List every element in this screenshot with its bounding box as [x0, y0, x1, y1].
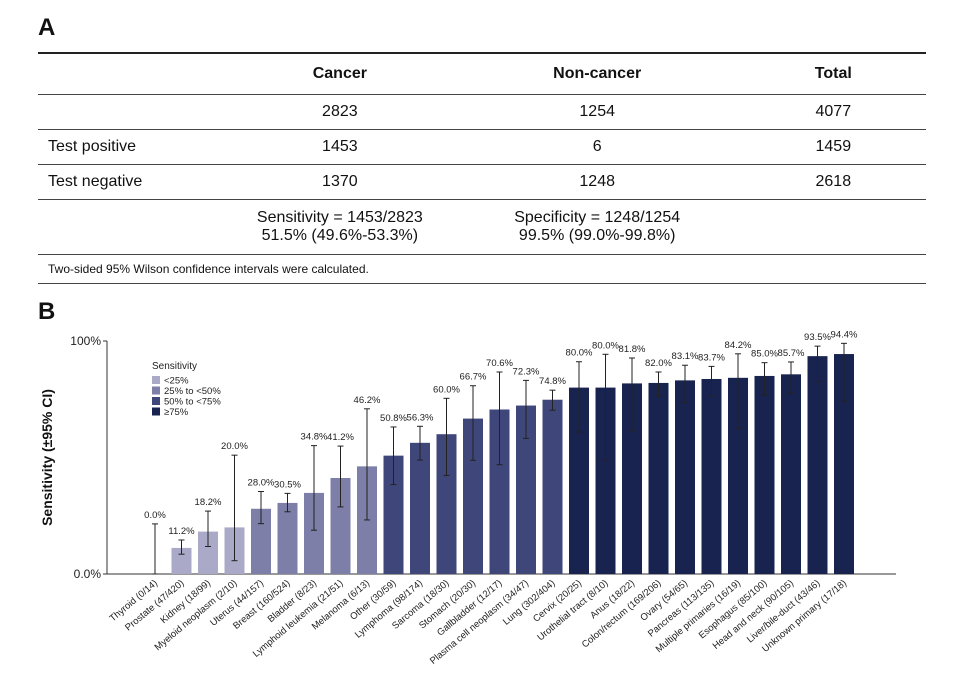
- bar: [834, 354, 854, 574]
- legend-label: ≥75%: [164, 407, 189, 418]
- bar-value-label: 70.6%: [486, 358, 513, 369]
- bar: [595, 387, 616, 574]
- table-row: Test positive 1453 6 1459: [38, 129, 926, 165]
- bar: [198, 531, 218, 574]
- bar-value-label: 85.0%: [751, 349, 778, 360]
- bar-value-label: 72.3%: [513, 366, 540, 377]
- sensitivity-bar-chart: 0.0% 100% Sensitivity (±95% CI) 0.0%Thyroi…: [39, 329, 896, 667]
- bar-value-label: 84.2%: [725, 340, 752, 351]
- bar: [171, 547, 192, 574]
- summary-table: Cancer Non-cancer Total 2823 1254 4077 T…: [38, 52, 926, 284]
- table-row: Test negative 1370 1248 2618: [38, 164, 926, 200]
- non-cancer-count: 6: [453, 129, 741, 165]
- bar: [330, 478, 351, 574]
- bar-value-label: 85.7%: [778, 348, 805, 359]
- cancer-count: 2823: [225, 94, 454, 130]
- bar-value-label: 28.0%: [248, 478, 275, 489]
- sensitivity-formula: Sensitivity = 1453/2823: [256, 208, 423, 226]
- bar-value-label: 81.8%: [619, 344, 646, 355]
- bar-value-label: 82.0%: [645, 358, 672, 369]
- legend-label: 25% to <50%: [164, 386, 221, 397]
- non-cancer-count: 1254: [453, 94, 741, 130]
- specificity-formula: Specificity = 1248/1254: [514, 208, 681, 226]
- bar: [251, 508, 271, 574]
- header-non-cancer: Non-cancer: [553, 65, 642, 82]
- bar-value-label: 66.7%: [460, 372, 487, 383]
- bar-value-label: 80.0%: [566, 348, 593, 359]
- specificity-value: 99.5% (99.0%-99.8%): [518, 227, 676, 244]
- bar-value-label: 60.0%: [433, 384, 460, 395]
- panel-b-letter: B: [38, 298, 56, 325]
- y-tick-label: 0.0%: [74, 567, 102, 581]
- panel-a-letter: A: [38, 14, 56, 41]
- bar: [277, 502, 298, 574]
- bar: [436, 434, 457, 574]
- row-label: Test positive: [38, 129, 226, 165]
- bar: [622, 383, 642, 574]
- bar-group: 83.1%Ovary (54/65): [638, 351, 699, 623]
- bar: [304, 492, 324, 574]
- header-total: Total: [814, 65, 852, 82]
- bar: [463, 418, 483, 574]
- bar: [754, 375, 775, 574]
- bar-value-label: 56.3%: [407, 412, 434, 423]
- sensitivity-value: 51.5% (49.6%-53.3%): [261, 227, 419, 244]
- bar: [489, 409, 510, 574]
- row-label: [38, 94, 226, 130]
- footnote-row: Two-sided 95% Wilson confidence interval…: [38, 254, 926, 284]
- header-empty: [38, 53, 226, 95]
- header-cancer: Cancer: [312, 65, 367, 82]
- bar-value-label: 41.2%: [327, 432, 354, 443]
- chart-bars: 0.0%Thyroid (0/14)11.2%Prostate (47/420)…: [108, 329, 858, 666]
- bar-value-label: 0.0%: [144, 510, 166, 521]
- legend-swatch: [152, 397, 160, 405]
- bar-value-label: 83.1%: [672, 351, 699, 362]
- total-count: 1459: [740, 129, 926, 165]
- bar: [516, 405, 536, 574]
- row-label: Test negative: [38, 164, 226, 200]
- y-tick-label: 100%: [70, 334, 101, 348]
- bar-value-label: 80.0%: [592, 340, 619, 351]
- non-cancer-count: 1248: [453, 164, 741, 200]
- specificity-cell: Specificity = 1248/1254 99.5% (99.0%-99.…: [453, 199, 741, 255]
- legend-swatch: [152, 407, 160, 416]
- sensitivity-cell: Sensitivity = 1453/2823 51.5% (49.6%-53.…: [225, 199, 454, 255]
- bar-value-label: 83.7%: [698, 352, 725, 363]
- bar: [410, 442, 430, 574]
- bar-value-label: 18.2%: [195, 497, 222, 508]
- bar: [807, 356, 828, 574]
- bar: [781, 374, 801, 574]
- legend-title: Sensitivity: [152, 361, 197, 372]
- bar-value-label: 11.2%: [168, 526, 195, 537]
- cancer-count: 1453: [225, 129, 454, 165]
- legend-swatch: [152, 386, 160, 395]
- bar: [542, 399, 563, 574]
- legend-label: <25%: [164, 376, 189, 387]
- footnote: Two-sided 95% Wilson confidence interval…: [38, 254, 926, 284]
- bar-value-label: 74.8%: [539, 376, 566, 387]
- bar-value-label: 46.2%: [354, 395, 381, 406]
- table-row: 2823 1254 4077: [38, 94, 926, 130]
- bar-value-label: 30.5%: [274, 479, 301, 490]
- chart-legend: Sensitivity <25%25% to <50%50% to <75%≥75…: [152, 361, 221, 418]
- bar-value-label: 94.4%: [831, 329, 858, 340]
- bar-value-label: 34.8%: [301, 432, 328, 443]
- total-count: 2618: [740, 164, 926, 200]
- legend-swatch: [152, 376, 160, 384]
- bar: [383, 455, 404, 574]
- bar-value-label: 20.0%: [221, 441, 248, 452]
- bar: [728, 377, 748, 574]
- y-axis-title: Sensitivity (±95% CI): [39, 389, 55, 526]
- cancer-count: 1370: [225, 164, 454, 200]
- bar-value-label: 93.5%: [804, 332, 831, 343]
- table-header-row: Cancer Non-cancer Total: [38, 53, 926, 95]
- total-count: 4077: [740, 94, 926, 130]
- bar: [675, 380, 695, 574]
- bar-value-label: 50.8%: [380, 413, 407, 424]
- bar: [648, 382, 669, 574]
- bar: [569, 387, 589, 574]
- metrics-row: Sensitivity = 1453/2823 51.5% (49.6%-53.…: [38, 199, 926, 255]
- legend-label: 50% to <75%: [164, 397, 221, 408]
- bar: [701, 378, 722, 574]
